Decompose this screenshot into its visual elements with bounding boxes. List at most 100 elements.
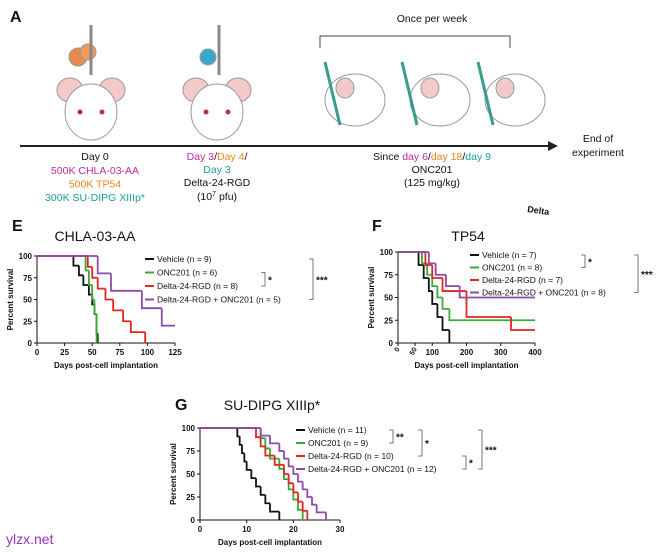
- survival-step: [269, 435, 280, 445]
- day: Day 3: [187, 151, 215, 163]
- agent: Delta-24-RGD: [184, 177, 251, 189]
- sig-label: *: [588, 257, 592, 268]
- x-axis-label: Days post-cell implantation: [54, 361, 158, 370]
- survival-step: [441, 297, 450, 310]
- y-tick-label: 50: [186, 470, 195, 479]
- drug-days: Since day 6/day 18/day 9: [373, 151, 491, 163]
- sig-bracket: [462, 455, 467, 470]
- y-tick-label: 25: [384, 316, 393, 325]
- legend-label: ONC201 (n = 9): [308, 438, 368, 448]
- survival-step: [72, 256, 79, 267]
- survival-step: [110, 273, 142, 292]
- survival-step: [91, 266, 98, 279]
- chart-title: TP54: [451, 228, 485, 244]
- survival-step: [269, 503, 280, 513]
- survival-step: [278, 443, 284, 452]
- y-axis-label: Percent survival: [6, 269, 15, 331]
- legend-label: ONC201 (n = 8): [482, 263, 542, 273]
- legend-label: Vehicle (n = 9): [157, 254, 212, 264]
- day: Day 4: [217, 151, 245, 163]
- sig-bracket: [389, 429, 394, 444]
- mouse: [182, 25, 252, 141]
- y-tick-label: 100: [380, 248, 394, 257]
- mouse: [323, 61, 546, 127]
- survival-step: [160, 308, 175, 327]
- survival-step: [259, 486, 266, 496]
- survival-step: [91, 284, 95, 301]
- sig-label: ***: [316, 275, 328, 286]
- y-tick-label: 100: [182, 424, 196, 433]
- y-tick-label: 75: [23, 274, 32, 283]
- survival-step: [297, 474, 303, 483]
- survival-step: [238, 436, 242, 446]
- survival-step: [140, 290, 162, 310]
- survival-step: [283, 464, 289, 475]
- x-tick-label: 100: [141, 348, 155, 357]
- survival-step: [427, 252, 436, 265]
- sig-bracket: [309, 258, 314, 300]
- x-tick-label: 200: [460, 348, 474, 357]
- survival-step: [87, 270, 93, 286]
- survival-step: [441, 316, 450, 331]
- bracket: [319, 35, 511, 48]
- sig-label: *: [469, 459, 473, 470]
- sig-bracket: [581, 254, 586, 268]
- survival-step: [458, 286, 535, 299]
- y-tick-label: 50: [384, 294, 393, 303]
- y-tick-label: 50: [23, 296, 32, 305]
- survival-step: [448, 308, 535, 322]
- panel-label: F: [372, 218, 382, 235]
- survival-step: [431, 265, 443, 279]
- survival-step: [287, 474, 294, 485]
- survival-step: [96, 256, 111, 275]
- end-label: End of: [583, 133, 613, 145]
- survival-step: [82, 275, 89, 286]
- survival-step: [236, 428, 240, 438]
- watermark: ylzx.net: [6, 531, 54, 547]
- legend-label: Delta-24-RGD (n = 10): [308, 451, 394, 461]
- survival-step: [510, 316, 535, 331]
- day: day 6: [402, 151, 428, 163]
- y-tick-label: 25: [23, 317, 32, 326]
- panel-label: E: [12, 218, 23, 235]
- survival-step: [269, 448, 280, 460]
- sig-label: *: [268, 275, 272, 286]
- survival-step: [96, 277, 106, 290]
- survival-step: [297, 499, 303, 511]
- x-tick-label: 0: [394, 346, 402, 353]
- survival-step: [278, 458, 284, 470]
- survival-step: [241, 444, 245, 455]
- y-tick-label: 0: [191, 516, 196, 525]
- y-tick-label: 75: [186, 447, 195, 456]
- survival-step: [306, 489, 312, 498]
- survival-step: [264, 494, 270, 505]
- sig-label: ***: [641, 270, 653, 281]
- sig-label: **: [396, 433, 404, 444]
- y-axis-label: Percent survival: [169, 443, 178, 505]
- survival-step: [417, 252, 424, 266]
- x-tick-label: 0: [35, 348, 40, 357]
- survival-step: [122, 310, 131, 323]
- y-axis-label: Percent survival: [367, 267, 376, 329]
- day0-title: Day 0: [81, 151, 109, 163]
- since: Since: [373, 151, 402, 163]
- x-tick-label: 50: [88, 348, 97, 357]
- survival-step: [84, 256, 89, 272]
- survival-step: [424, 252, 433, 266]
- legend-label: Vehicle (n = 7): [482, 250, 537, 260]
- survival-step: [297, 492, 303, 503]
- legend-label: Delta-24-RGD (n = 7): [482, 275, 563, 285]
- survival-step: [426, 263, 433, 276]
- survival-step: [311, 497, 317, 506]
- survival-step: [465, 291, 512, 318]
- survival-step: [273, 455, 284, 466]
- panel-label: G: [175, 397, 187, 414]
- survival-step: [86, 256, 93, 268]
- day: Day 3: [203, 164, 231, 176]
- survival-step: [104, 288, 114, 301]
- survival-step: [264, 446, 275, 457]
- survival-step: [87, 284, 93, 296]
- x-axis-label: Days post-cell implantation: [218, 538, 322, 547]
- y-tick-label: 0: [28, 339, 33, 348]
- sig-bracket: [418, 429, 423, 457]
